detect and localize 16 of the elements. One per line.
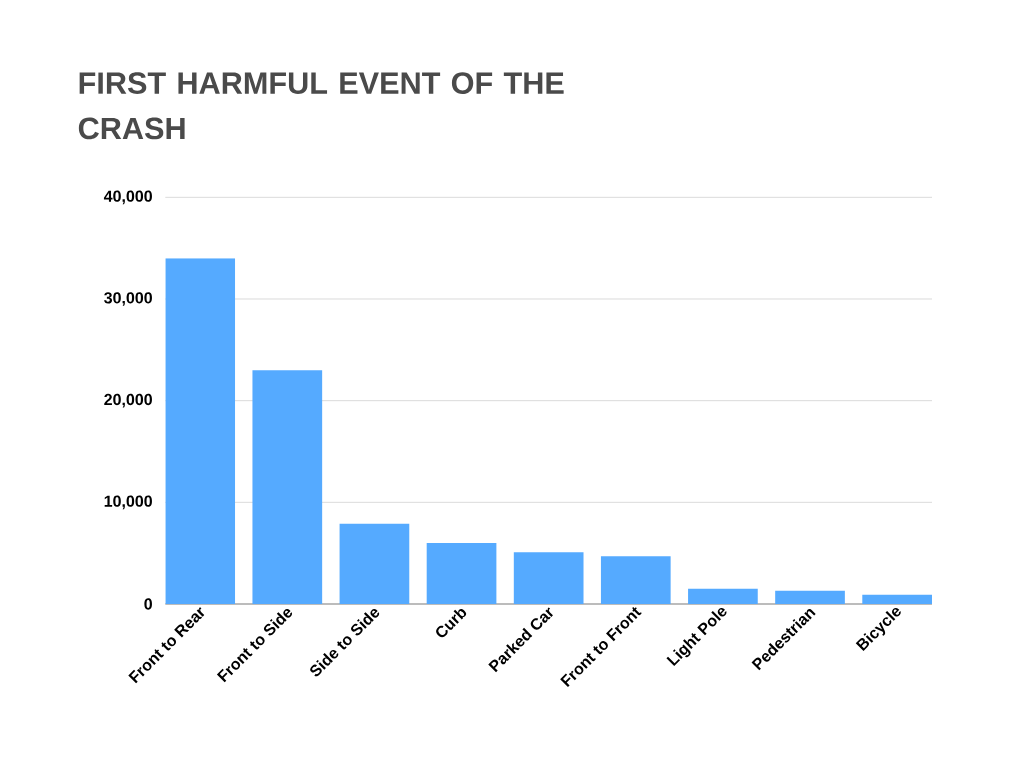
chart-title: FIRST HARMFUL EVENT OF THE CRASH (78, 72, 564, 140)
bar (165, 258, 236, 604)
y-tick-label: 40,000 (103, 190, 152, 205)
bar (862, 594, 932, 604)
y-tick-label: 30,000 (104, 292, 152, 306)
bar (426, 543, 497, 604)
y-tick-label: 20,000 (104, 393, 152, 408)
y-tick-label: 10,000 (104, 495, 152, 510)
bar (775, 590, 845, 604)
x-tick-label: Side to Side (310, 609, 380, 677)
y-tick-label: 0 (144, 598, 152, 610)
bar (600, 556, 671, 604)
bar (339, 523, 410, 604)
bar (688, 588, 758, 604)
bar (252, 370, 323, 604)
bar (513, 552, 584, 604)
